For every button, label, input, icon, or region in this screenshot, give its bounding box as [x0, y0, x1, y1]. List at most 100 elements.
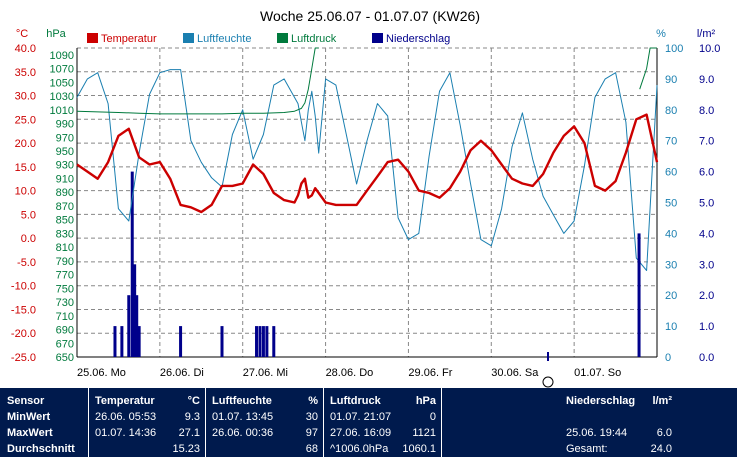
pressure-tick-label: 950: [56, 146, 74, 158]
press-avg-extra: ^1006.0hPa: [330, 443, 389, 455]
legend-swatch-niederschlag: [372, 33, 383, 43]
temp-tick-label: -25.0: [11, 352, 36, 364]
rain-unit-header: l/m²: [652, 395, 672, 407]
pressure-tick-label: 730: [56, 297, 74, 309]
legend-label-temperatur: Temperatur: [101, 33, 157, 45]
niederschlag-bar: [133, 264, 137, 357]
rain-tick-label: 4.0: [699, 228, 714, 240]
pressure-tick-label: 750: [56, 283, 74, 295]
x-tick-label: 26.06. Di: [160, 367, 204, 379]
x-tick-label: 27.06. Mi: [243, 367, 288, 379]
x-tick-label: 30.06. Sa: [491, 367, 539, 379]
pressure-tick-label: 930: [56, 160, 74, 172]
press-max-time: 27.06. 16:09: [330, 427, 392, 439]
temp-tick-label: 5.0: [21, 209, 36, 221]
temp-unit-header: °C: [187, 395, 200, 407]
pressure-tick-label: 850: [56, 215, 74, 227]
press-unit-header: hPa: [415, 395, 436, 407]
pressure-tick-label: 970: [56, 132, 74, 144]
temp-min-value: 9.3: [184, 411, 200, 423]
chart-title: Woche 25.06.07 - 01.07.07 (KW26): [260, 8, 480, 24]
rain-tick-label: 1.0: [699, 321, 714, 333]
niederschlag-bar: [258, 326, 262, 357]
legend-label-luftfeuchte: Luftfeuchte: [197, 33, 251, 45]
hum-avg-value: 68: [305, 443, 318, 455]
x-tick-label: 28.06. Do: [326, 367, 374, 379]
rain-max-value: 6.0: [656, 427, 672, 439]
humidity-tick-label: 40: [665, 228, 677, 240]
niederschlag-bar: [127, 295, 131, 357]
niederschlag-bar: [179, 326, 183, 357]
temp-tick-label: -5.0: [17, 257, 36, 269]
niederschlag-bar: [265, 326, 269, 357]
temp-tick-label: -20.0: [11, 328, 36, 340]
temp-tick-label: 35.0: [15, 67, 36, 79]
pressure-tick-label: 890: [56, 187, 74, 199]
x-tick-label: 25.06. Mo: [77, 367, 126, 379]
niederschlag-bar: [135, 295, 139, 357]
temp-tick-label: 40.0: [15, 43, 36, 55]
hum-header: Luftfeuchte: [212, 395, 272, 407]
legend-label-luftdruck: Luftdruck: [291, 33, 337, 45]
niederschlag-bar: [120, 326, 124, 357]
rain-max-time: 25.06. 19:44: [566, 427, 628, 439]
rain-header: Niederschlag: [566, 395, 636, 407]
temp-tick-label: 25.0: [15, 114, 36, 126]
niederschlag-bar: [130, 171, 134, 357]
axes-frame: [76, 48, 658, 358]
row-label-min: MinWert: [7, 411, 51, 423]
pressure-unit-label: hPa: [46, 28, 66, 40]
temperatur-line: [76, 113, 659, 214]
pressure-tick-label: 830: [56, 228, 74, 240]
temp-tick-label: 10.0: [15, 186, 36, 198]
hum-max-value: 97: [305, 427, 318, 439]
rain-tick-label: 6.0: [699, 167, 714, 179]
legend-label-niederschlag: Niederschlag: [386, 33, 450, 45]
closing-line: [639, 47, 657, 90]
temp-max-time: 01.07. 14:36: [95, 427, 157, 439]
humidity-tick-label: 30: [665, 259, 677, 271]
humidity-unit-label: %: [656, 28, 666, 40]
press-min-value: 0: [429, 411, 436, 423]
pressure-tick-label: 1010: [50, 105, 74, 117]
rain-tick-label: 7.0: [699, 136, 714, 148]
rain-tick-label: 9.0: [699, 74, 714, 86]
rain-tick-label: 8.0: [699, 105, 714, 117]
pressure-tick-label: 910: [56, 173, 74, 185]
niederschlag-bar: [272, 326, 276, 357]
pressure-tick-label: 990: [56, 119, 74, 131]
humidity-tick-label: 100: [665, 43, 683, 55]
rain-tick-label: 0.0: [699, 352, 714, 364]
hum-max-time: 26.06. 00:36: [212, 427, 274, 439]
pressure-tick-label: 870: [56, 201, 74, 213]
legend: Temperatur Luftfeuchte Luftdruck Nieders…: [87, 33, 450, 45]
rain-tick-label: 5.0: [699, 198, 714, 210]
humidity-tick-label: 70: [665, 136, 677, 148]
rain-tick-label: 3.0: [699, 259, 714, 271]
rain-unit-label: l/m²: [697, 28, 716, 40]
niederschlag-bar: [220, 326, 224, 357]
temp-tick-label: 30.0: [15, 91, 36, 103]
statistics-table: Sensor MinWert MaxWert Durchschnitt Temp…: [0, 388, 737, 457]
humidity-tick-label: 60: [665, 167, 677, 179]
rain-tick-label: 10.0: [699, 43, 720, 55]
x-axis-ticks: 25.06. Mo 26.06. Di 27.06. Mi 28.06. Do 29.0…: [77, 367, 621, 379]
rain-axis-ticks: 10.0 9.0 8.0 7.0 6.0 5.0 4.0 3.0 2.0 1.0 0.0: [699, 43, 720, 364]
temp-max-value: 27.1: [178, 427, 200, 439]
temp-min-time: 26.06. 05:53: [95, 411, 157, 423]
pressure-tick-label: 670: [56, 338, 74, 350]
x-tick-label: 01.07. So: [574, 367, 621, 379]
grid: [76, 47, 658, 358]
cursor-circle-icon: [542, 376, 554, 388]
closing-bar: [637, 233, 641, 357]
legend-swatch-luftdruck: [277, 33, 288, 43]
luftfeuchte-line: [76, 69, 658, 271]
niederschlag-bar: [137, 326, 141, 357]
pressure-tick-label: 710: [56, 311, 74, 323]
luftdruck-line: [76, 47, 319, 115]
press-max-value: 1121: [412, 427, 436, 439]
hum-min-value: 30: [305, 411, 318, 423]
